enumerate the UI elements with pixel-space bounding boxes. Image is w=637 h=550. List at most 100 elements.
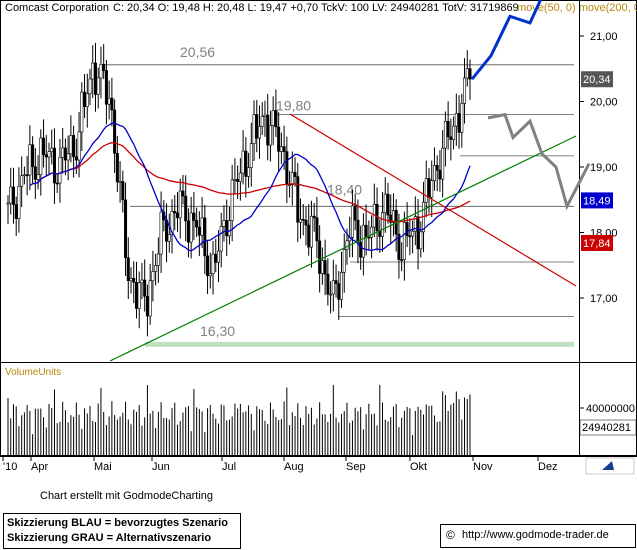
time-tick-label: '10 [3,461,17,473]
candle-body [154,265,158,272]
volume-bars [7,385,471,455]
candle-body [44,154,48,158]
chart-nav-button[interactable] [585,457,635,475]
candle-body [258,126,262,139]
candle-body [219,225,223,252]
candle-body [200,217,204,236]
candle-body [350,205,354,238]
candle-body [197,226,201,236]
candle-body [189,212,193,243]
time-tick-label: Okt [410,461,427,473]
candle-body [121,181,125,201]
source-url-box[interactable]: © http://www.godmode-trader.de [440,524,636,548]
level-label: 18,40 [327,181,362,197]
candle-body [137,282,141,309]
gray-scenario-path [487,112,591,211]
header-ma-label: move(50, 0) move(200, 0) [517,2,637,14]
candle-body [192,212,196,221]
candle-body [318,240,322,274]
volume-panel-label: VolumeUnits [5,367,61,378]
candle-body [107,97,111,105]
price-markers: 20,34 18,49 17,84 [581,71,613,251]
candle-body [364,224,368,238]
candle-body [132,278,136,283]
candle-body [230,179,234,221]
volume-last-label: 24940281 [582,422,631,434]
candle-body [345,240,349,250]
candle-body [140,279,144,284]
candle-body [430,180,434,198]
candle-body [9,186,13,204]
candle-body [225,220,229,237]
candle-body [83,91,87,107]
candle-body [457,113,461,133]
candle-body [274,110,278,128]
candle-body [88,78,92,95]
candle-body [115,152,119,183]
candle-body [271,110,275,126]
candle-body [282,146,286,152]
candle-body [370,226,374,238]
candle-body [99,64,103,79]
price-marker-box [581,192,613,209]
candle-body [167,234,171,242]
candle-body [22,174,26,177]
candle-body [134,282,138,309]
candle-body [435,165,439,171]
candle-body [367,236,371,239]
legend-gray-scenario: Skizzierung GRAU = Alternativszenario [7,532,212,544]
price-tick-label: 21,00 [590,31,618,43]
candle-body [441,147,445,180]
candle-body [178,190,182,219]
candle-body [17,186,21,219]
blue-scenario-path [470,0,543,81]
time-tick-label: Nov [473,461,493,473]
time-axis: '10 Apr Mai Jun Jul Aug Sep Okt Nov Dez [2,457,558,473]
candle-body [36,174,40,180]
time-tick-label: Mai [94,461,112,473]
source-url-link[interactable]: http://www.godmode-trader.de [462,529,609,541]
candle-body [260,116,264,127]
candle-body [468,68,472,80]
candle-body [195,220,199,228]
candle-body [266,114,270,146]
candle-body [411,230,415,237]
candle-body [463,77,467,104]
candle-body [113,109,117,154]
price-tick-label: 19,00 [590,162,618,174]
copyright-icon: © [446,528,455,542]
candle-body [249,143,253,168]
candle-body [91,62,95,80]
candle-body [28,144,32,176]
candle-body [216,250,220,263]
candle-body [58,157,62,184]
ma200-line [29,142,471,223]
candle-body [452,125,456,140]
candle-body [432,165,436,181]
candle-body [173,211,177,214]
candle-body [386,193,390,216]
candle-body [438,169,442,180]
candle-body [203,217,207,257]
candle-body [102,64,106,71]
candle-body [329,293,333,296]
candle-body [11,186,15,205]
candle-body [181,190,185,197]
volume-last-box [579,419,637,436]
level-label: 20,56 [180,44,215,60]
candle-body [405,222,409,237]
candle-body [55,182,59,185]
candle-body [315,217,319,242]
candle-body [301,219,305,221]
candle-body [80,91,84,133]
scenario-legend: Skizzierung BLAU = bevorzugtes Szenario … [3,513,241,549]
candle-body [175,212,179,219]
candle-body [85,93,89,107]
candle-body [50,147,54,153]
candle-body [446,120,450,138]
time-tick-label: Sep [346,461,366,473]
candle-body [309,215,313,248]
candle-body [268,125,272,146]
candle-body [397,233,401,260]
candle-body [252,114,256,144]
